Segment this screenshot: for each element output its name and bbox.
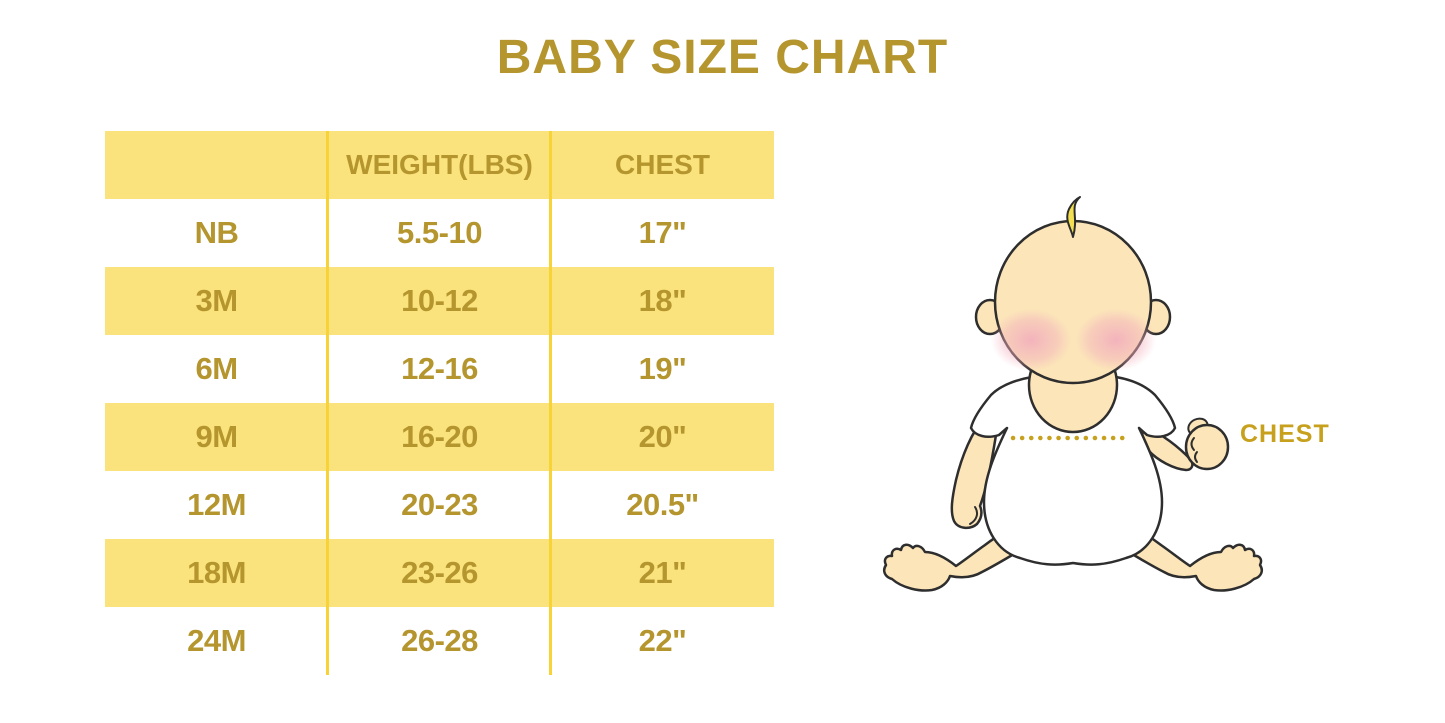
size-cell: 18M [187, 555, 246, 590]
weight-cell: 10-12 [401, 283, 478, 318]
size-cell: 6M [195, 351, 238, 386]
weight-cell: 5.5-10 [397, 215, 482, 250]
size-row-18m: 18M 23-26 21" [105, 539, 774, 607]
chest-cell: 20" [638, 419, 687, 454]
weight-cell: 20-23 [401, 487, 478, 522]
header-cell-weight: WEIGHT(LBS) [346, 149, 533, 180]
chest-cell: 22" [638, 623, 687, 658]
column-divider-2 [549, 131, 552, 675]
chest-cell: 19" [638, 351, 687, 386]
baby-onesie [969, 375, 1177, 566]
baby-left-hand-finger-line [969, 506, 979, 525]
size-row-3m: 3M 10-12 18" [105, 267, 774, 335]
chest-label: CHEST [1240, 420, 1330, 448]
size-cell: NB [194, 215, 239, 250]
size-cell: 12M [187, 487, 246, 522]
baby-illustration: CHEST [880, 180, 1440, 640]
column-divider-1 [326, 131, 329, 675]
size-row-12m: 12M 20-23 20.5" [105, 471, 774, 539]
size-cell: 24M [187, 623, 246, 658]
chest-cell: 21" [638, 555, 687, 590]
baby-right-fist [1184, 423, 1230, 471]
chest-cell: 18" [638, 283, 687, 318]
fist-finger-line-1 [1190, 437, 1195, 451]
baby-left-leg [883, 518, 1030, 592]
size-row-9m: 9M 16-20 20" [105, 403, 774, 471]
size-row-nb: NB 5.5-10 17" [105, 199, 774, 267]
table-header-row: WEIGHT(LBS) CHEST [105, 131, 774, 199]
baby-right-leg [1116, 518, 1263, 592]
weight-cell: 23-26 [401, 555, 478, 590]
baby-right-cheek [1076, 309, 1156, 371]
header-cell-chest: CHEST [615, 149, 710, 180]
size-row-24m: 24M 26-28 22" [105, 607, 774, 675]
page-title: BABY SIZE CHART [496, 31, 949, 84]
baby-left-cheek [991, 309, 1071, 371]
chest-cell: 17" [638, 215, 687, 250]
baby-hair-curl [1066, 196, 1081, 238]
weight-cell: 26-28 [401, 623, 478, 658]
fist-finger-line-2 [1194, 451, 1198, 463]
weight-cell: 16-20 [401, 419, 478, 454]
size-table: WEIGHT(LBS) CHEST NB 5.5-10 17" 3M 10-12… [105, 131, 774, 675]
chest-cell: 20.5" [626, 487, 699, 522]
baby-sitting-svg [883, 196, 1263, 592]
size-row-6m: 6M 12-16 19" [105, 335, 774, 403]
weight-cell: 12-16 [401, 351, 478, 386]
size-cell: 3M [195, 283, 238, 318]
header-cell-size [105, 131, 328, 199]
size-cell: 9M [195, 419, 238, 454]
